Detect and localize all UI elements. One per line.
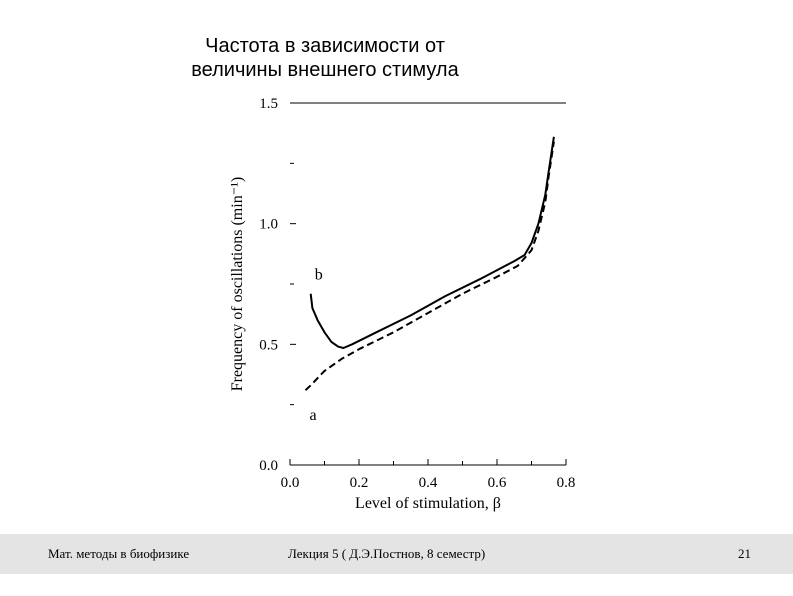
x-tick-label: 0.2 — [350, 475, 369, 491]
series-b-line — [309, 136, 555, 349]
x-axis-label: Level of stimulation, β — [355, 495, 501, 512]
y-tick-label: 0.0 — [259, 458, 278, 474]
slide-title: Частота в зависимости от величины внешне… — [120, 34, 530, 82]
x-tick-label: 0.8 — [557, 475, 576, 491]
footer-course-name: Мат. методы в биофизике — [48, 546, 190, 561]
y-tick-label: 0.5 — [259, 337, 278, 353]
y-axis-ticks: 0.0 0.5 1.0 1.5 — [259, 96, 296, 474]
series-a-line — [304, 141, 555, 391]
y-axis-label: Frequency of oscillations (min⁻¹) — [229, 177, 246, 392]
x-tick-label: 0.4 — [419, 475, 438, 491]
series-b-label: b — [315, 267, 323, 284]
x-tick-label: 0.0 — [281, 475, 300, 491]
series-a-label: a — [310, 407, 317, 424]
series-layer: ba — [304, 136, 555, 424]
footer-lecture-info: Лекция 5 ( Д.Э.Постнов, 8 семестр) — [288, 546, 486, 561]
footer-bar: Мат. методы в биофизике Лекция 5 ( Д.Э.П… — [0, 534, 793, 574]
slide-title-line-1: Частота в зависимости от — [205, 35, 445, 57]
slide-title-line-2: величины внешнего стимула — [191, 59, 459, 81]
x-tick-label: 0.6 — [488, 475, 507, 491]
footer-page-number: 21 — [738, 546, 751, 561]
y-tick-label: 1.5 — [259, 96, 278, 112]
x-axis-ticks: 0.0 0.2 0.4 0.6 0.8 — [281, 459, 576, 491]
frequency-vs-stimulation-chart: 0.0 0.2 0.4 0.6 0.8 0.00.51.01.5 ba Level of… — [229, 96, 576, 512]
y-tick-label: 1.0 — [259, 217, 278, 233]
